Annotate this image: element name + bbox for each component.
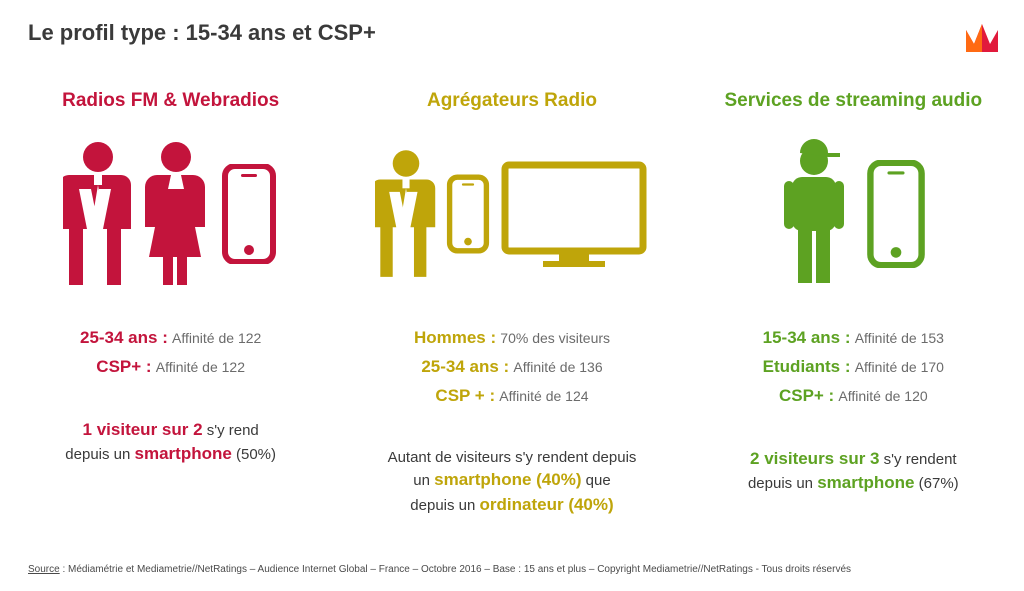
smartphone-icon (219, 164, 279, 264)
bottom-text: Autant de visiteurs s'y rendent depuisun… (352, 447, 672, 518)
icon-row (11, 134, 331, 294)
stat-label: CSP+ : (779, 386, 834, 405)
stat-label: 25-34 ans : (421, 357, 509, 376)
brand-logo (962, 18, 1002, 63)
stats-block: Hommes : 70% des visiteurs 25-34 ans : A… (352, 324, 672, 411)
stats-block: 15-34 ans : Affinité de 153 Etudiants : … (693, 324, 1013, 411)
stat-label: CSP+ : (96, 357, 151, 376)
icon-row (693, 134, 1013, 294)
monitor-icon (499, 159, 649, 269)
columns-container: Radios FM & Webradios 25-34 ans : Affi (0, 90, 1024, 518)
stat-label: Etudiants : (763, 357, 851, 376)
source-text: : Médiamétrie et Mediametrie//NetRatings… (60, 564, 851, 575)
column-radios: Radios FM & Webradios 25-34 ans : Affi (11, 90, 331, 518)
stat-label: Hommes : (414, 328, 496, 347)
stats-block: 25-34 ans : Affinité de 122 CSP+ : Affin… (11, 324, 331, 382)
woman-icon (141, 139, 211, 289)
column-title: Radios FM & Webradios (11, 90, 331, 112)
smartphone-icon (864, 160, 928, 268)
stat-label: CSP + : (435, 386, 495, 405)
column-aggregators: Agrégateurs Radio Hommes : 70% des visit… (352, 90, 672, 518)
stat-value: Affinité de 124 (499, 388, 588, 404)
stat-label: 15-34 ans : (763, 328, 851, 347)
stat-value: Affinité de 170 (855, 359, 944, 375)
person-cap-icon (778, 139, 856, 289)
stat-value: Affinité de 136 (513, 359, 602, 375)
source-line: Source : Médiamétrie et Mediametrie//Net… (28, 564, 851, 575)
stat-label: 25-34 ans : (80, 328, 168, 347)
stat-value: Affinité de 153 (855, 330, 944, 346)
icon-row (352, 134, 672, 294)
page-title: Le profil type : 15-34 ans et CSP+ (28, 20, 376, 46)
stat-value: 70% des visiteurs (500, 330, 610, 346)
stat-value: Affinité de 120 (838, 388, 927, 404)
column-streaming: Services de streaming audio 15-34 ans : … (693, 90, 1013, 518)
source-label: Source (28, 564, 60, 575)
man-icon (375, 144, 437, 284)
man-icon (63, 139, 133, 289)
stat-value: Affinité de 122 (172, 330, 261, 346)
smartphone-icon (445, 174, 491, 254)
bottom-text: 1 visiteur sur 2 s'y renddepuis un smart… (11, 418, 331, 467)
bottom-text: 2 visiteurs sur 3 s'y rendentdepuis un s… (693, 447, 1013, 496)
stat-value: Affinité de 122 (156, 359, 245, 375)
column-title: Agrégateurs Radio (352, 90, 672, 112)
column-title: Services de streaming audio (693, 90, 1013, 112)
